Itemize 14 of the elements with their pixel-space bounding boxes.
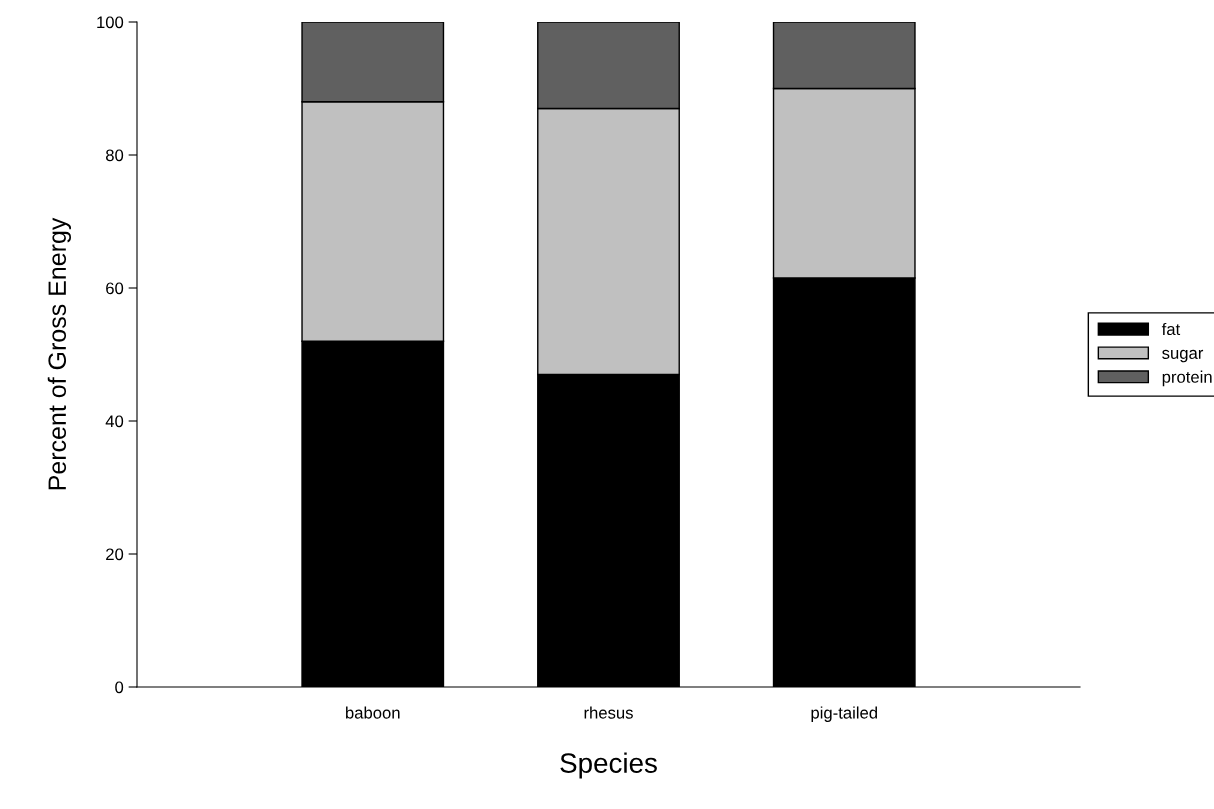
y-tick-label: 60	[106, 282, 124, 295]
x-tick-label: rhesus	[584, 706, 633, 719]
x-tick-label: baboon	[346, 706, 400, 719]
y-tick-label: 20	[106, 548, 124, 561]
y-axis-title: Percent of Gross Energy	[47, 217, 71, 490]
legend-label: fat	[1161, 322, 1181, 336]
y-tick-label: 40	[105, 415, 124, 428]
y-tick-label: 80	[105, 149, 124, 162]
legend-label: sugar	[1162, 349, 1204, 363]
legend-label: protein	[1162, 370, 1212, 387]
x-axis-title: Species	[560, 752, 657, 779]
y-tick-label: 100	[97, 16, 124, 29]
y-tick-label: 0	[115, 681, 124, 694]
x-tick-label: pig-tailed	[811, 706, 877, 722]
